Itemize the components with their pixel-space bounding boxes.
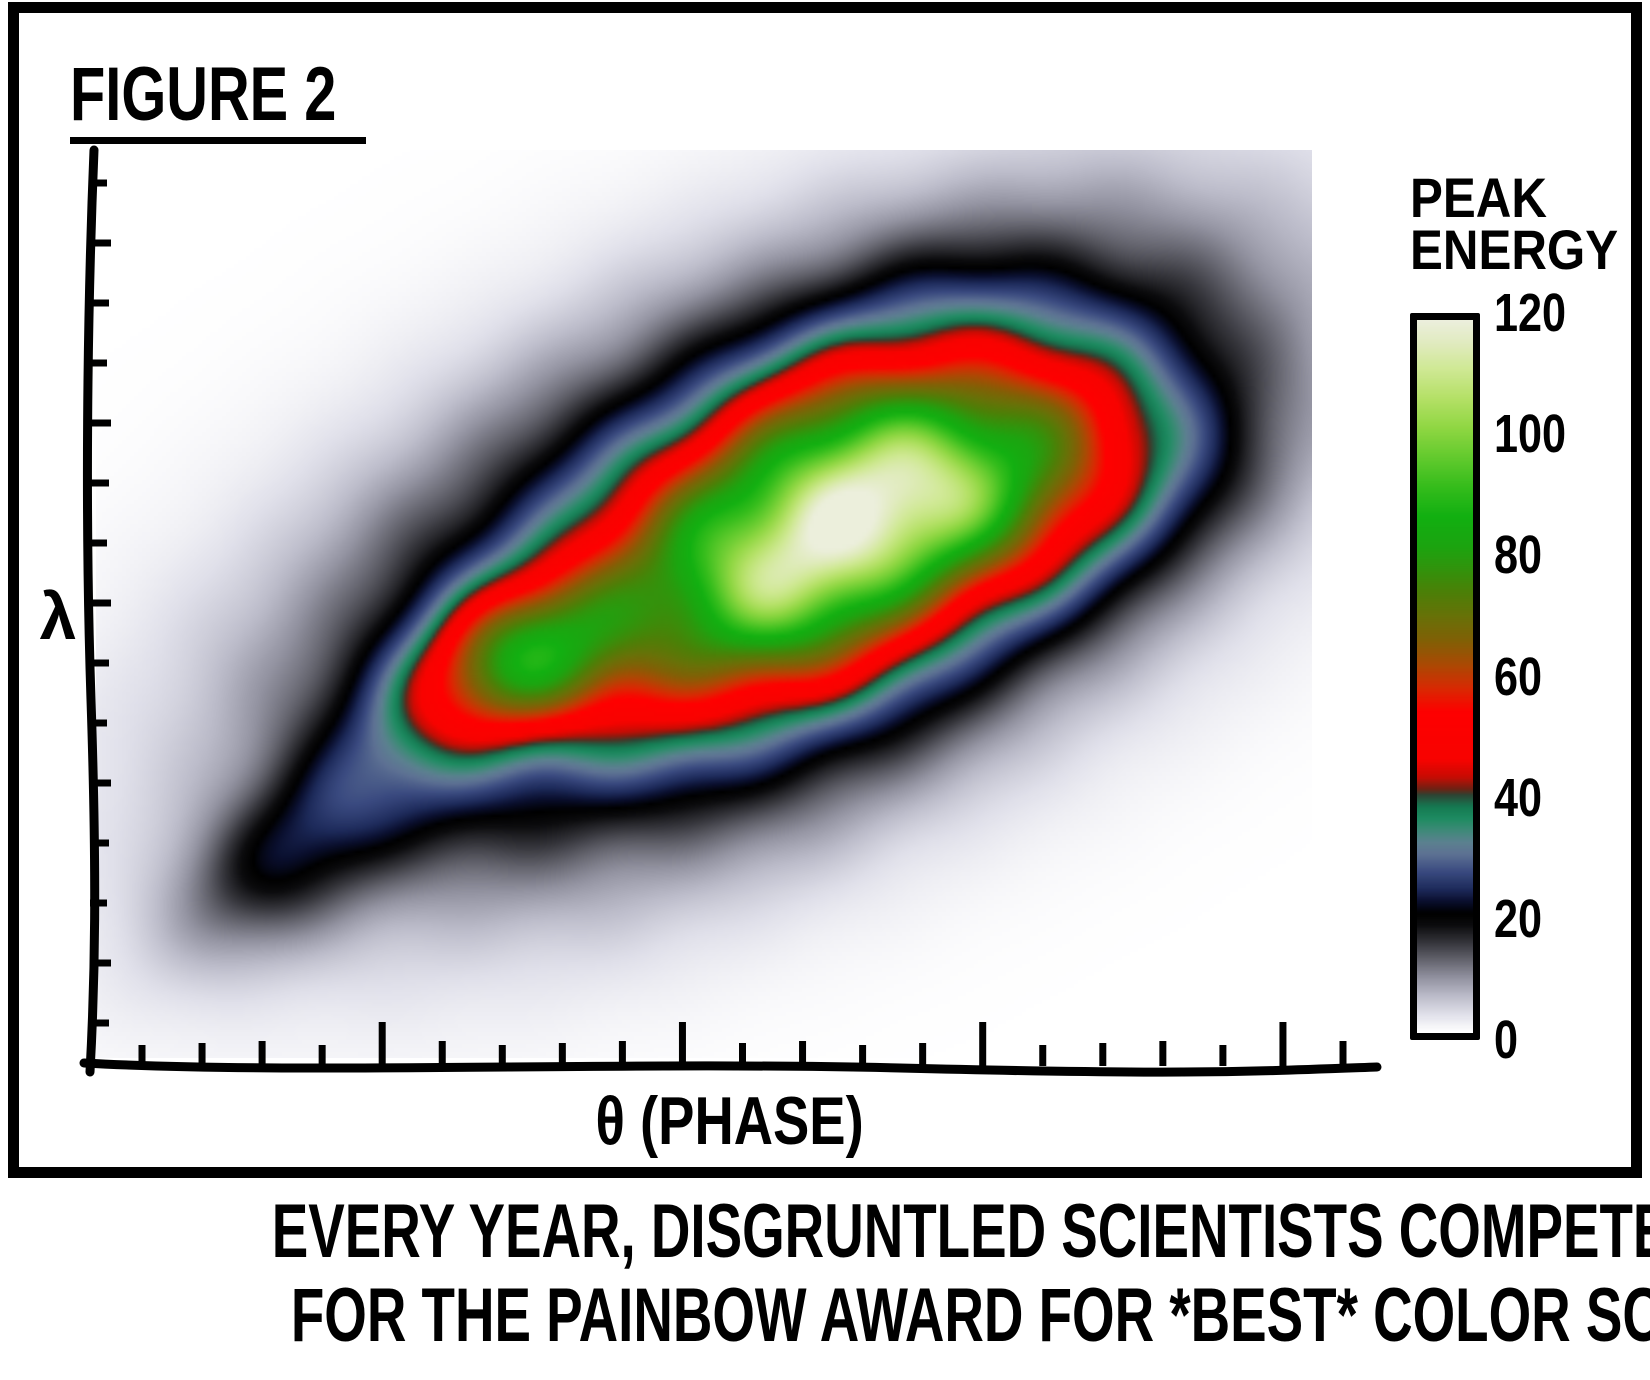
colorbar-tick-label: 120 xyxy=(1494,285,1584,341)
caption-line-2-text: FOR THE PAINBOW AWARD FOR *BEST* COLOR S… xyxy=(290,1273,1650,1358)
colorbar-tick-label: 100 xyxy=(1494,406,1584,462)
colorbar-tick-label-text: 60 xyxy=(1494,646,1543,707)
y-axis-label: λ xyxy=(39,579,77,653)
colorbar-tick-label: 40 xyxy=(1494,770,1554,826)
caption-line-2: FOR THE PAINBOW AWARD FOR *BEST* COLOR S… xyxy=(0,1276,1650,1356)
colorbar-tick-label-text: 80 xyxy=(1494,525,1543,586)
caption-line-1: EVERY YEAR, DISGRUNTLED SCIENTISTS COMPE… xyxy=(0,1192,1650,1272)
colorbar-tick-label: 20 xyxy=(1494,891,1554,947)
colorbar-tick-label: 0 xyxy=(1494,1012,1524,1068)
x-axis-label: θ (PHASE) xyxy=(520,1082,940,1160)
colorbar-tick-label-text: 100 xyxy=(1494,404,1567,465)
figure-title-text: FIGURE 2 xyxy=(70,52,337,137)
x-axis-label-text: θ (PHASE) xyxy=(595,1083,865,1159)
colorbar-tick-label-text: 40 xyxy=(1494,767,1543,828)
caption-line-1-text: EVERY YEAR, DISGRUNTLED SCIENTISTS COMPE… xyxy=(271,1189,1650,1274)
colorbar-tick-label-text: 120 xyxy=(1494,283,1567,343)
colorbar-tick-label: 60 xyxy=(1494,649,1554,705)
heatmap-canvas xyxy=(96,150,1312,1058)
colorbar-gradient-canvas xyxy=(1417,320,1473,1033)
colorbar-tick-label: 80 xyxy=(1494,527,1554,583)
colorbar-tick-label-text: 0 xyxy=(1494,1010,1519,1070)
figure-title: FIGURE 2 xyxy=(70,56,366,144)
colorbar xyxy=(1410,313,1480,1040)
colorbar-title-line2: ENERGY xyxy=(1410,218,1619,281)
colorbar-title-line1: PEAK xyxy=(1410,166,1547,229)
colorbar-tick-label-text: 20 xyxy=(1494,888,1543,949)
figure-panel-border xyxy=(8,2,1642,1178)
colorbar-title: PEAK ENERGY xyxy=(1410,166,1647,281)
